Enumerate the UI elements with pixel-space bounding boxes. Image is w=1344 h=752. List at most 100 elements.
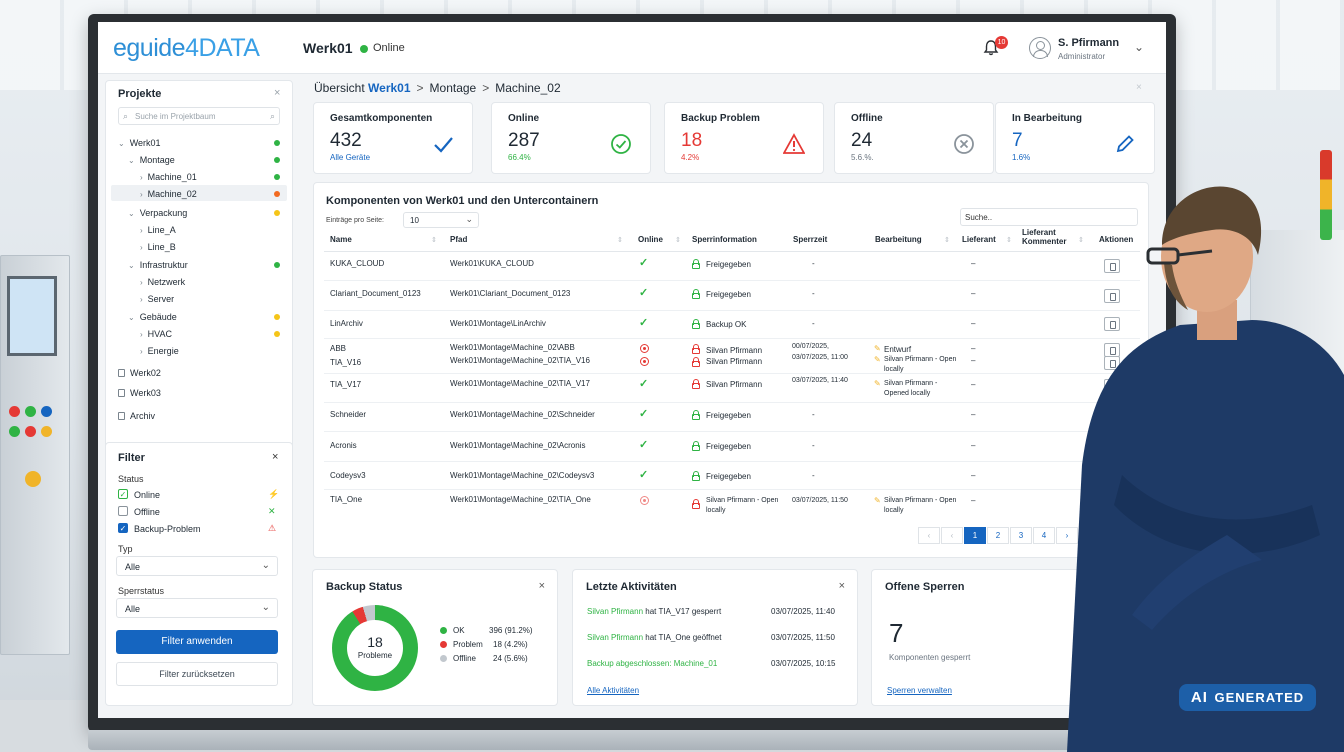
tree-item-werk02[interactable]: Werk02 [118, 366, 161, 380]
col-header-online[interactable]: Online [638, 235, 663, 244]
tree-item-montage[interactable]: ⌄ Montage [128, 153, 175, 167]
cell-name[interactable]: TIA_V16 [330, 358, 362, 367]
online-checkbox[interactable]: ✓ [118, 489, 128, 499]
all-activities-link[interactable]: Alle Aktivitäten [587, 686, 640, 695]
tree-item-werk03[interactable]: Werk03 [118, 386, 161, 400]
tree-item-werk01[interactable]: ⌄ Werk01 [118, 136, 161, 150]
activity-item[interactable]: Silvan Pfirmann hat TIA_One geöffnet [587, 633, 721, 642]
tree-item-machine-02[interactable]: › Machine_02 [140, 187, 197, 201]
project-search-input[interactable]: ⌕ Suche im Projektbaum ⌕ [118, 107, 280, 125]
tree-item-line-a[interactable]: › Line_A [140, 223, 176, 237]
avatar[interactable] [1029, 37, 1051, 59]
cell-supplier: – [971, 319, 976, 328]
type-label: Typ [118, 544, 133, 554]
pencil-icon [1116, 135, 1134, 153]
manage-locks-link[interactable]: Sperren verwalten [887, 686, 952, 695]
apply-filter-button[interactable]: Filter anwenden [116, 630, 278, 654]
pagination-page[interactable]: 3 [1010, 527, 1032, 544]
chevron-down-icon: ⌄ [128, 209, 135, 218]
pagination-first[interactable]: ‹ [918, 527, 940, 544]
tree-item-gebaeude[interactable]: ⌄ Gebäude [128, 310, 177, 324]
pagination-prev[interactable]: ‹ [941, 527, 963, 544]
close-icon[interactable]: × [838, 580, 845, 592]
entries-per-page-select[interactable]: 10 ⌄ [403, 212, 479, 228]
cell-name[interactable]: LinArchiv [330, 319, 363, 328]
cell-name[interactable]: Acronis [330, 441, 357, 450]
row-action-button[interactable] [1104, 259, 1120, 273]
reset-filter-button[interactable]: Filter zurücksetzen [116, 662, 278, 686]
user-name[interactable]: S. Pfirmann [1058, 37, 1120, 49]
sort-icon[interactable]: ⇕ [1006, 237, 1012, 244]
tree-item-archiv[interactable]: Archiv [118, 409, 155, 423]
stat-card-online[interactable]: Online 287 66.4% [491, 102, 651, 174]
cell-name[interactable]: TIA_One [330, 495, 363, 504]
type-select[interactable]: Alle ⌄ [116, 556, 278, 576]
close-icon[interactable]: × [272, 451, 279, 463]
close-icon[interactable]: × [538, 580, 545, 592]
col-header-supplier[interactable]: Lieferant [962, 235, 996, 244]
activity-user: Silvan Pfirmann [587, 633, 644, 642]
cell-lock-info: Freigegeben [706, 472, 751, 481]
col-header-lock-info[interactable]: Sperrinformation [692, 235, 757, 244]
row-action-button[interactable] [1104, 289, 1120, 303]
cell-name[interactable]: ABB [330, 344, 347, 353]
pagination-page[interactable]: 4 [1033, 527, 1055, 544]
col-header-name[interactable]: Name [330, 235, 352, 244]
tree-item-server[interactable]: › Server [140, 292, 174, 306]
stat-value: 432 [330, 130, 362, 151]
cell-name[interactable]: KUKA_CLOUD [330, 259, 385, 268]
lock-status-select[interactable]: Alle ⌄ [116, 598, 278, 618]
breadcrumb-overview[interactable]: Übersicht [314, 81, 365, 95]
breadcrumb-area[interactable]: Montage [429, 81, 477, 95]
cell-name[interactable]: Schneider [330, 410, 367, 419]
tree-item-infrastruktur[interactable]: ⌄ Infrastruktur [128, 258, 188, 272]
pagination-page[interactable]: 1 [964, 527, 986, 544]
cell-lock-time: - [812, 259, 815, 268]
lock-icon [692, 499, 701, 509]
sort-icon[interactable]: ⇕ [675, 237, 681, 244]
sort-icon[interactable]: ⇕ [944, 237, 950, 244]
activity-item[interactable]: Backup abgeschlossen: Machine_01 [587, 659, 717, 668]
backup-problem-checkbox[interactable]: ✓ [118, 523, 128, 533]
activity-item[interactable]: Silvan Pfirmann hat TIA_V17 gesperrt [587, 607, 721, 616]
tree-item-hvac[interactable]: › HVAC [140, 327, 172, 341]
stat-card-in-progress[interactable]: In Bearbeitung 7 1.6% [995, 102, 1155, 174]
stat-card-offline[interactable]: Offline 24 5.6.%. [834, 102, 994, 174]
breadcrumb-machine[interactable]: Machine_02 [495, 81, 561, 95]
breadcrumb-werk[interactable]: Werk01 [368, 81, 411, 95]
cell-name[interactable]: Clariant_Document_0123 [330, 289, 421, 298]
col-header-path[interactable]: Pfad [450, 235, 468, 244]
chevron-down-icon[interactable]: ⌄ [1134, 40, 1145, 54]
bell-icon[interactable] [982, 39, 1000, 57]
row-action-button[interactable] [1104, 317, 1120, 331]
chevron-right-icon: › [140, 190, 143, 199]
tree-item-netzwerk[interactable]: › Netzwerk [140, 275, 185, 289]
offline-checkbox[interactable] [118, 506, 128, 516]
cell-name[interactable]: Codeysv3 [330, 471, 366, 480]
close-icon[interactable]: × [1136, 82, 1142, 93]
pagination-next[interactable]: › [1056, 527, 1078, 544]
status-dot [274, 331, 280, 337]
sort-icon[interactable]: ⇕ [1078, 237, 1084, 244]
tree-item-energie[interactable]: › Energie [140, 344, 179, 358]
table-search-input[interactable]: Suche.. [960, 208, 1138, 226]
stat-card-backup-problem[interactable]: Backup Problem 18 4.2% [664, 102, 824, 174]
status-dot [274, 191, 280, 197]
cell-path: Werk01\Montage\Machine_02\Acronis [450, 441, 586, 450]
offline-icon: ✕ [268, 506, 276, 516]
stat-card-total[interactable]: Gesamtkomponenten 432 Alle Geräte [313, 102, 473, 174]
pagination-page[interactable]: 2 [987, 527, 1009, 544]
stat-sub-link[interactable]: Alle Geräte [330, 153, 371, 162]
col-header-editing[interactable]: Bearbeitung [875, 235, 922, 244]
col-header-supplier-comment[interactable]: Lieferant Kommenter [1022, 228, 1067, 246]
tree-item-line-b[interactable]: › Line_B [140, 240, 176, 254]
row-action-button[interactable] [1104, 356, 1120, 370]
sort-icon[interactable]: ⇕ [617, 237, 623, 244]
sort-icon[interactable]: ⇕ [431, 237, 437, 244]
close-icon[interactable]: × [274, 87, 281, 99]
tree-item-verpackung[interactable]: ⌄ Verpackung [128, 206, 187, 220]
cell-name[interactable]: TIA_V17 [330, 380, 362, 389]
logo[interactable]: eguide4DATA [113, 34, 260, 63]
col-header-lock-time[interactable]: Sperrzeit [793, 235, 828, 244]
tree-item-machine-01[interactable]: › Machine_01 [140, 170, 197, 184]
